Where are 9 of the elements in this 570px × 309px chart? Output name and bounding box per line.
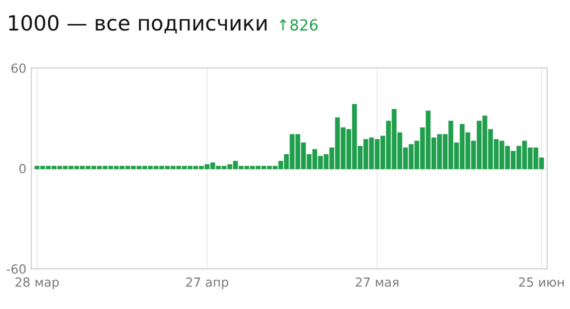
x-tick-label: 27 мая bbox=[356, 277, 398, 287]
y-tick-label: 60 bbox=[11, 63, 26, 73]
chart-title: 1000 — все подписчики bbox=[9, 15, 267, 34]
y-tick-label: -60 bbox=[6, 264, 26, 274]
chart-subtitle: ↑826 bbox=[280, 19, 318, 31]
x-tick-label: 28 мар bbox=[15, 277, 59, 290]
y-tick-label: 0 bbox=[19, 164, 26, 174]
x-tick-label: 27 апр bbox=[186, 277, 228, 290]
x-tick-label: 25 июн bbox=[519, 277, 564, 287]
